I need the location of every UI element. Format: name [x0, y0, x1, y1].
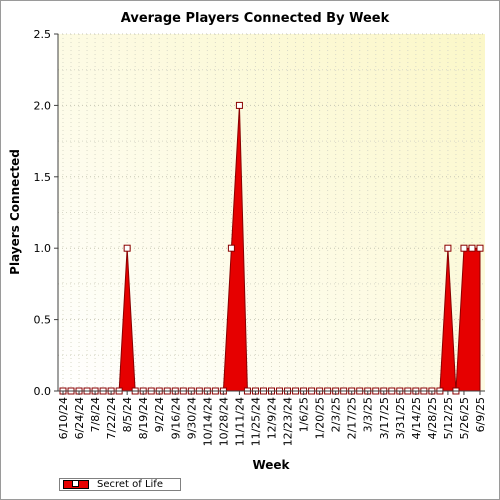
data-point — [460, 244, 468, 252]
x-tick-label: 4/14/25 — [410, 397, 423, 439]
x-tick-label: 1/6/25 — [298, 397, 311, 432]
x-tick-label: 8/19/24 — [137, 397, 150, 439]
x-tick-label: 7/8/24 — [89, 397, 102, 432]
x-tick-label: 2/3/25 — [330, 397, 343, 432]
legend-swatch-icon — [63, 480, 89, 489]
x-tick-label: 10/28/24 — [217, 397, 230, 446]
x-tick-label: 11/25/24 — [249, 397, 262, 446]
x-axis-title: Week — [252, 458, 290, 472]
x-tick-label: 9/30/24 — [185, 397, 198, 439]
data-point — [476, 244, 484, 252]
x-tick-label: 3/17/25 — [378, 397, 391, 439]
x-tick-label: 9/2/24 — [153, 397, 166, 432]
x-tick-label: 6/9/25 — [474, 397, 487, 432]
y-tick-label: 0.5 — [34, 314, 52, 327]
x-tick-label: 6/10/24 — [57, 397, 70, 439]
legend-label: Secret of Life — [97, 479, 163, 490]
x-tick-label: 1/20/25 — [314, 397, 327, 439]
x-tick-label: 5/12/25 — [442, 397, 455, 439]
data-point — [123, 244, 131, 252]
x-tick-label: 8/5/24 — [121, 397, 134, 432]
x-tick-label: 5/26/25 — [458, 397, 471, 439]
data-point — [444, 244, 452, 252]
y-tick-label: 1.0 — [34, 242, 52, 255]
chart-title: Average Players Connected By Week — [121, 11, 390, 26]
x-tick-label: 11/11/24 — [233, 397, 246, 446]
x-tick-label: 3/31/25 — [394, 397, 407, 439]
data-point — [227, 244, 235, 252]
x-tick-labels: 6/10/24 6/24/24 7/8/24 7/22/24 8/5/24 8/19/24… — [57, 391, 487, 446]
data-point — [468, 244, 476, 252]
x-tick-label: 3/3/25 — [362, 397, 375, 432]
legend-item: Secret of Life — [59, 478, 181, 491]
x-tick-label: 12/23/24 — [282, 397, 295, 446]
y-tick-labels: 0.0 0.5 1.0 1.5 2.0 2.5 — [34, 28, 58, 398]
x-tick-label: 12/9/24 — [266, 397, 279, 439]
y-tick-label: 0.0 — [34, 385, 52, 398]
legend: Secret of Life — [59, 478, 181, 491]
x-tick-label: 4/28/25 — [426, 397, 439, 439]
y-axis-title: Players Connected — [8, 149, 22, 275]
data-point — [235, 101, 243, 109]
y-tick-label: 2.5 — [34, 28, 52, 41]
x-tick-label: 9/16/24 — [169, 397, 182, 439]
y-tick-label: 1.5 — [34, 171, 52, 184]
x-tick-label: 7/22/24 — [105, 397, 118, 439]
x-tick-label: 10/14/24 — [201, 397, 214, 446]
x-tick-label: 2/17/25 — [346, 397, 359, 439]
x-tick-label: 6/24/24 — [73, 397, 86, 439]
y-tick-label: 2.0 — [34, 99, 52, 112]
